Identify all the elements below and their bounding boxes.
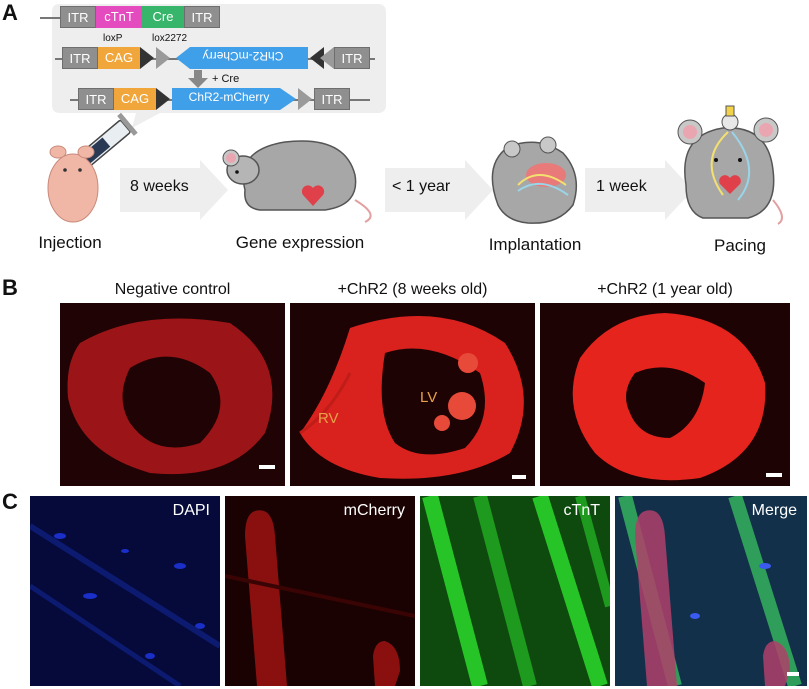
row2-itr-left: ITR xyxy=(62,47,98,69)
row1-itr-left: ITR xyxy=(60,6,96,28)
loxp-label: loxP xyxy=(103,33,123,44)
row2-lox-and-chr2 xyxy=(140,47,324,69)
step-arrow-2 xyxy=(385,160,493,220)
mouse-pacing-icon xyxy=(677,105,783,225)
row3-itr-left: ITR xyxy=(78,88,114,110)
stage-injection: Injection xyxy=(38,233,102,252)
stage-pacing: Pacing xyxy=(714,236,766,255)
mouse-icon xyxy=(47,145,99,223)
stage-implantation: Implantation xyxy=(488,235,582,254)
mouse-implant-icon xyxy=(491,136,578,224)
row3-chr2-label: ChR2-mCherry xyxy=(188,90,270,104)
micro-title-ctnt: cTnT xyxy=(563,502,600,519)
scale-bar xyxy=(787,672,799,676)
micro-mcherry: mCherry xyxy=(225,496,415,686)
heart-section-8weeks: RV LV xyxy=(290,303,535,486)
panel-b-letter: B xyxy=(2,275,18,300)
micro-title-dapi: DAPI xyxy=(172,502,210,519)
step-arrow-3 xyxy=(585,160,693,220)
scale-bar xyxy=(512,475,526,479)
row3-lox-and-chr2 xyxy=(156,88,312,110)
scale-bar xyxy=(766,473,782,477)
panel-b-title-3: +ChR2 (1 year old) xyxy=(597,281,733,298)
row2-itr-right: ITR xyxy=(334,47,370,69)
step-label-3: 1 week xyxy=(596,178,647,195)
heart-section-negative xyxy=(60,303,285,486)
micro-ctnt: cTnT xyxy=(420,496,610,686)
scale-bar xyxy=(259,465,275,469)
lv-label: LV xyxy=(420,389,438,406)
panel-a-letter: A xyxy=(2,0,18,25)
micro-title-merge: Merge xyxy=(751,502,797,519)
row2-cag: CAG xyxy=(98,47,140,69)
row3-itr-right: ITR xyxy=(314,88,350,110)
step-arrow-1 xyxy=(120,160,228,220)
row1-ctnt: cTnT xyxy=(96,6,142,28)
row1-itr-right: ITR xyxy=(184,6,220,28)
panel-b-title-2: +ChR2 (8 weeks old) xyxy=(337,281,488,298)
step-label-2: < 1 year xyxy=(392,178,451,195)
down-arrow-icon xyxy=(188,70,208,88)
panel-b-title-1: Negative control xyxy=(114,281,231,298)
heart-section-1year xyxy=(540,303,790,486)
micro-merge: Merge xyxy=(615,496,807,686)
mouse-icon xyxy=(222,140,372,223)
row3-cag: CAG xyxy=(114,88,156,110)
rv-label: RV xyxy=(318,410,339,427)
panel-c-letter: C xyxy=(2,489,18,514)
row2-lox-right xyxy=(320,47,334,69)
plus-cre-label: + Cre xyxy=(212,73,240,85)
heart-icon xyxy=(301,185,325,206)
stage-gene-expression: Gene expression xyxy=(235,233,365,252)
step-label-1: 8 weeks xyxy=(130,178,189,195)
row2-chr2-label: ChR2-mCherry xyxy=(202,49,284,63)
micro-title-mcherry: mCherry xyxy=(343,502,405,519)
row1-cre: Cre xyxy=(142,6,184,28)
lox2272-label: lox2272 xyxy=(152,33,188,44)
micro-dapi: DAPI xyxy=(30,496,220,686)
